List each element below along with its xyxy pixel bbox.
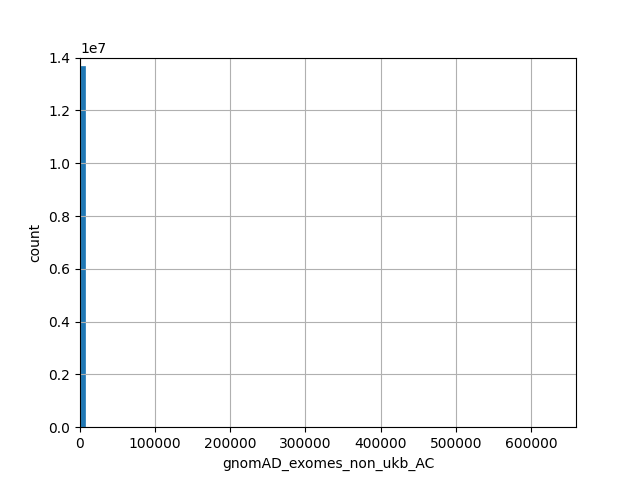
X-axis label: gnomAD_exomes_non_ukb_AC: gnomAD_exomes_non_ukb_AC — [222, 456, 434, 470]
Bar — [80, 66, 85, 427]
Y-axis label: count: count — [29, 223, 43, 262]
